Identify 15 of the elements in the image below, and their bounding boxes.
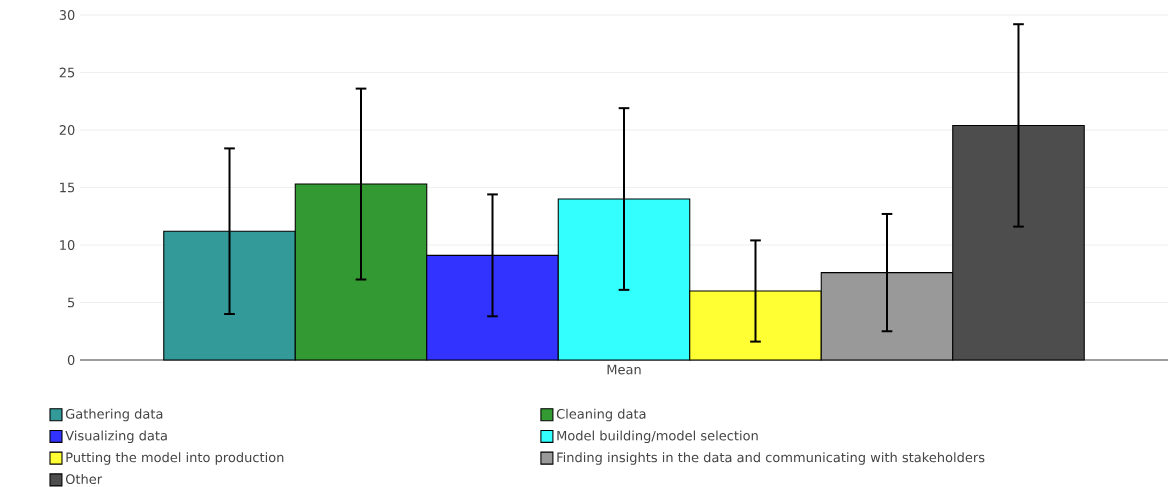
y-tick-label: 30 bbox=[59, 10, 75, 20]
legend-label: Cleaning data bbox=[556, 408, 646, 422]
y-tick-label: 15 bbox=[60, 182, 75, 193]
legend-label: Visualizing data bbox=[65, 430, 167, 444]
y-tick-label: 5 bbox=[68, 297, 75, 308]
y-tick-label: 10 bbox=[60, 240, 75, 250]
y-tick-label: 25 bbox=[59, 67, 75, 78]
legend-label: Gathering data bbox=[65, 408, 163, 422]
legend-label: Model building/model selection bbox=[557, 430, 758, 444]
y-tick-label: 20 bbox=[59, 125, 75, 135]
y-tick-label: 0 bbox=[67, 355, 75, 365]
legend-label: Finding insights in the data and communicating with stakeholders bbox=[557, 452, 985, 465]
legend-label: Other bbox=[65, 473, 103, 485]
x-tick-label: Mean bbox=[607, 364, 641, 375]
legend-label: Putting the model into production bbox=[66, 452, 284, 465]
